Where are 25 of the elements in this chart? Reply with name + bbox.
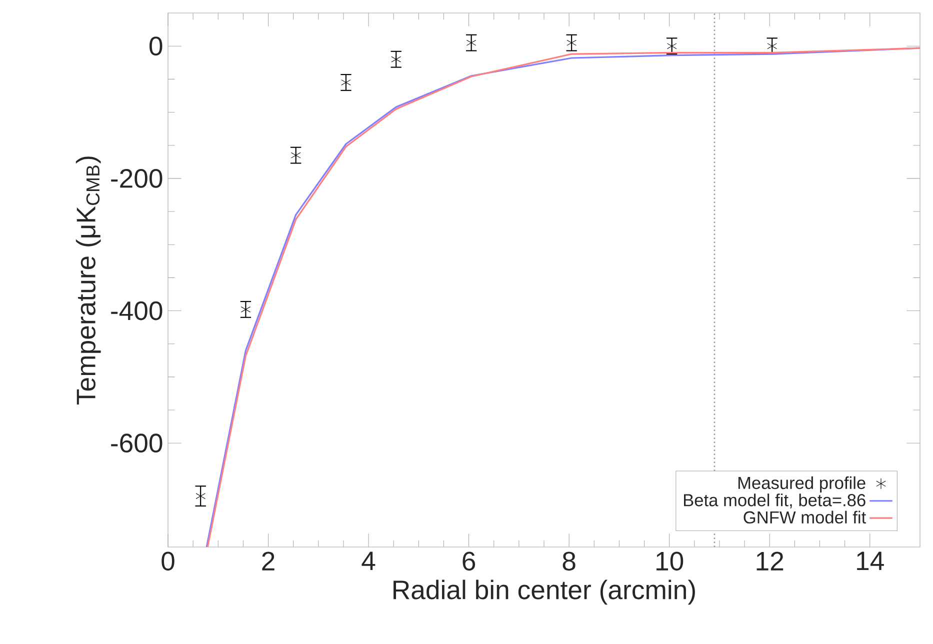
- point: [196, 490, 206, 502]
- x-tick-label: 8: [562, 552, 576, 571]
- point: [466, 37, 476, 48]
- legend-label: Beta model fit, beta=.86: [684, 494, 866, 508]
- x-tick-label: 0: [162, 552, 174, 571]
- x-tick-label: 12: [756, 552, 784, 570]
- point: [566, 37, 576, 48]
- x-tick-label: 2: [262, 552, 274, 570]
- point: [767, 40, 777, 52]
- point: [666, 40, 677, 52]
- point: [290, 150, 301, 161]
- x-tick-label: 6: [462, 552, 476, 571]
- x-axis-title: Radial bin center (arcmin): [394, 580, 695, 605]
- legend-label: GNFW model fit: [744, 510, 866, 524]
- y-tick-label: -200: [111, 169, 162, 188]
- y-axis-title: Temperature (μK$_{CMB}$): [76, 156, 101, 404]
- x-tick-label: 4: [362, 552, 376, 570]
- point: [240, 304, 251, 316]
- x-tick-label: 14: [857, 552, 884, 570]
- point: [391, 54, 401, 65]
- y-tick-label: -600: [111, 434, 162, 453]
- x-tick-label: 10: [656, 552, 684, 571]
- legend-label: Measured profile: [738, 476, 866, 493]
- y-tick-label: 0: [150, 36, 162, 56]
- y-tick-label: -400: [111, 301, 162, 320]
